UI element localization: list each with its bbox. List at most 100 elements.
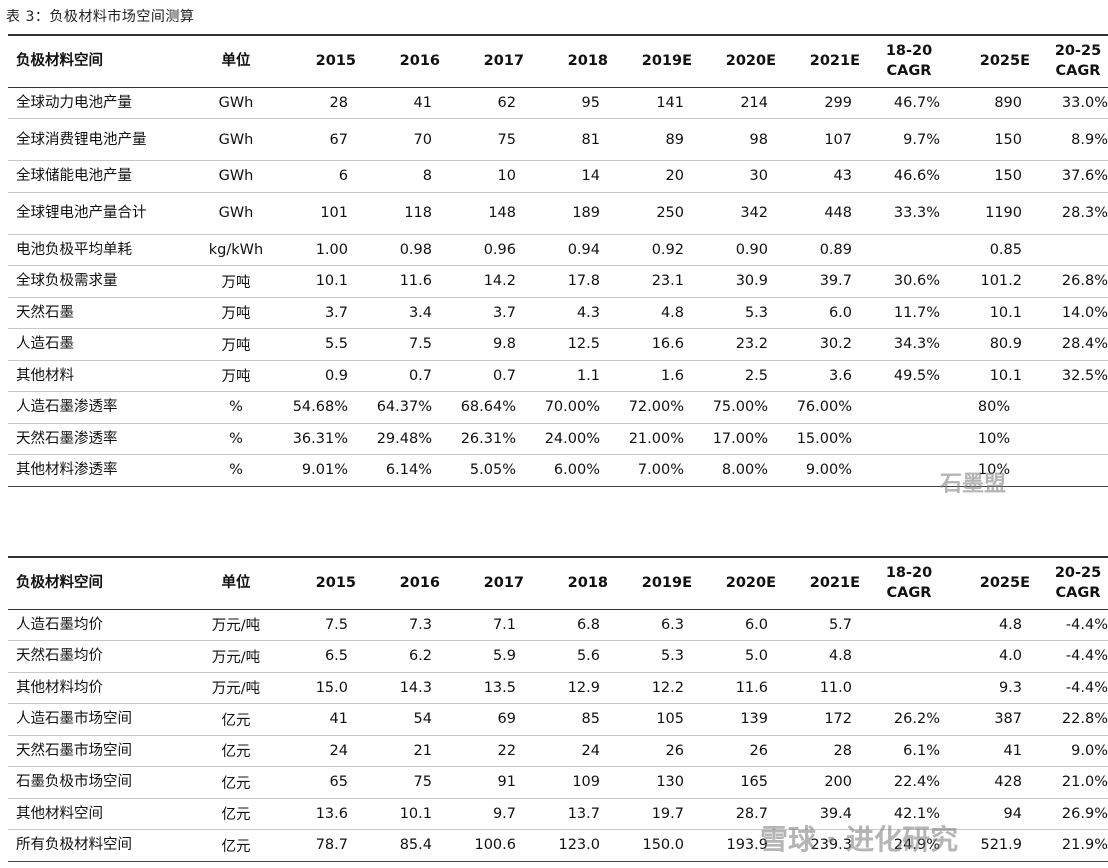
row-label: 所有负极材料空间 bbox=[8, 829, 194, 862]
column-header: 2018 bbox=[530, 34, 614, 88]
value-cell: 41 bbox=[362, 87, 446, 119]
value-cell: 28 bbox=[782, 735, 866, 767]
value-cell: 214 bbox=[698, 87, 782, 119]
column-header: 2015 bbox=[278, 556, 362, 610]
unit-cell: 万吨 bbox=[194, 360, 278, 392]
row-label: 人造石墨 bbox=[8, 328, 194, 361]
value-cell: 24.00% bbox=[530, 423, 614, 455]
value-cell: 6.5 bbox=[278, 640, 362, 673]
value-cell: 4.8 bbox=[952, 609, 1036, 641]
value-cell: 15.0 bbox=[278, 672, 362, 704]
value-cell: 85.4 bbox=[362, 829, 446, 862]
column-header: 2020E bbox=[698, 556, 782, 610]
value-cell: 21.9% bbox=[1036, 829, 1108, 862]
value-cell: 101.2 bbox=[952, 265, 1036, 298]
table-row: 全球动力电池产量 GWh 28 41 62 95 141 214 299 46.7% 890 33.0… bbox=[8, 87, 1108, 119]
value-cell: 0.85 bbox=[952, 234, 1036, 266]
value-cell: 54.68% bbox=[278, 391, 362, 424]
value-cell: 24 bbox=[530, 735, 614, 767]
table-row: 人造石墨渗透率% 54.68% 64.37% 68.64% 70.00% 72.00% 75… bbox=[8, 391, 1108, 424]
value-cell: 12.2 bbox=[614, 672, 698, 704]
table-row: 天然石墨渗透率% 36.31% 29.48% 26.31% 24.00% 21.00% 17… bbox=[8, 423, 1108, 455]
value-cell: 30.9 bbox=[698, 265, 782, 298]
value-cell: 37.6% bbox=[1036, 160, 1108, 193]
value-cell: 107 bbox=[782, 118, 866, 161]
unit-cell: 万元/吨 bbox=[194, 640, 278, 673]
value-cell bbox=[866, 640, 952, 673]
column-header: 2017 bbox=[446, 34, 530, 88]
row-label: 其他材料均价 bbox=[8, 672, 194, 704]
value-cell: 80% bbox=[952, 391, 1036, 424]
value-cell: 1.00 bbox=[278, 234, 362, 266]
value-cell: 33.0% bbox=[1036, 87, 1108, 119]
value-cell: 9.7 bbox=[446, 798, 530, 830]
table-row: 其他材料渗透率% 9.01% 6.14% 5.05% 6.00% 7.00% 8.00% 9.… bbox=[8, 454, 1108, 487]
value-cell: 0.96 bbox=[446, 234, 530, 266]
table-row: 全球负极需求量 万吨 10.1 11.6 14.2 17.8 23.1 30.9 39.7 30.… bbox=[8, 265, 1108, 298]
row-label: 天然石墨渗透率 bbox=[8, 423, 194, 455]
value-cell: 21.00% bbox=[614, 423, 698, 455]
value-cell: 5.6 bbox=[530, 640, 614, 673]
value-cell: 4.8 bbox=[782, 640, 866, 673]
value-cell: 6 bbox=[278, 160, 362, 193]
column-header: 2017 bbox=[446, 556, 530, 610]
value-cell: 6.0 bbox=[782, 297, 866, 329]
value-cell: 11.6 bbox=[362, 265, 446, 298]
row-label: 全球锂电池产量合计 bbox=[8, 192, 194, 235]
value-cell: 7.5 bbox=[362, 328, 446, 361]
value-cell: 7.00% bbox=[614, 454, 698, 487]
value-cell: 17.00% bbox=[698, 423, 782, 455]
value-cell bbox=[866, 423, 952, 455]
value-cell: 0.94 bbox=[530, 234, 614, 266]
unit-cell: 亿元 bbox=[194, 829, 278, 862]
value-cell: 9.7% bbox=[866, 118, 952, 161]
table-row: 全球消费锂电池产量 GWh 67 70 75 81 89 98 107 9.7% 150 8.9% bbox=[8, 118, 1108, 161]
value-cell: 239.3 bbox=[782, 829, 866, 862]
column-header: 2020E bbox=[698, 34, 782, 88]
value-cell: 19.7 bbox=[614, 798, 698, 830]
value-cell: 0.98 bbox=[362, 234, 446, 266]
table2-header: 负极材料空间 单位 2015 2016 2017 2018 2019E 2020E 2021E 1… bbox=[8, 556, 1108, 610]
value-cell: 150 bbox=[952, 118, 1036, 161]
value-cell: 0.7 bbox=[446, 360, 530, 392]
value-cell: 75 bbox=[446, 118, 530, 161]
value-cell: 10% bbox=[952, 454, 1036, 487]
value-cell bbox=[866, 234, 952, 266]
value-cell bbox=[866, 672, 952, 704]
value-cell: 30.6% bbox=[866, 265, 952, 298]
value-cell: 67 bbox=[278, 118, 362, 161]
unit-cell: 亿元 bbox=[194, 798, 278, 830]
row-label: 电池负极平均单耗 bbox=[8, 234, 194, 266]
negative-electrode-demand-table: 负极材料空间 单位 2015 2016 2017 2018 2019E 2020E 2021E 1… bbox=[8, 34, 1108, 487]
value-cell: 28.7 bbox=[698, 798, 782, 830]
table-row: 人造石墨 万吨 5.5 7.5 9.8 12.5 16.6 23.2 30.2 34.3% 80.9… bbox=[8, 328, 1108, 361]
value-cell: 172 bbox=[782, 703, 866, 736]
column-header: 负极材料空间 bbox=[8, 556, 194, 610]
value-cell: 17.8 bbox=[530, 265, 614, 298]
value-cell: 11.6 bbox=[698, 672, 782, 704]
value-cell: -4.4% bbox=[1036, 640, 1108, 673]
unit-cell: 万元/吨 bbox=[194, 609, 278, 641]
table-row: 全球储能电池产量 GWh 6 8 10 14 20 30 43 46.6% 150 37.6% bbox=[8, 160, 1108, 193]
table2-body: 人造石墨均价 万元/吨 7.5 7.3 7.1 6.8 6.3 6.0 5.7 4.8 -4.4% 天… bbox=[8, 609, 1108, 862]
value-cell: 94 bbox=[952, 798, 1036, 830]
value-cell: 98 bbox=[698, 118, 782, 161]
value-cell: 10.1 bbox=[952, 360, 1036, 392]
unit-cell: 万吨 bbox=[194, 297, 278, 329]
column-header: 2015 bbox=[278, 34, 362, 88]
value-cell: 21 bbox=[362, 735, 446, 767]
table-row: 其他材料空间 亿元 13.6 10.1 9.7 13.7 19.7 28.7 39.4 42.1%… bbox=[8, 798, 1108, 830]
value-cell: 6.8 bbox=[530, 609, 614, 641]
value-cell: 80.9 bbox=[952, 328, 1036, 361]
value-cell: 5.7 bbox=[782, 609, 866, 641]
value-cell: 28 bbox=[278, 87, 362, 119]
table-row: 全球锂电池产量合计 GWh 101 118 148 189 250 342 448 33.3% 11… bbox=[8, 192, 1108, 235]
value-cell: 150 bbox=[952, 160, 1036, 193]
value-cell: 10 bbox=[446, 160, 530, 193]
value-cell: -4.4% bbox=[1036, 672, 1108, 704]
value-cell: 14.3 bbox=[362, 672, 446, 704]
value-cell: 41 bbox=[278, 703, 362, 736]
value-cell: 0.7 bbox=[362, 360, 446, 392]
value-cell: 9.8 bbox=[446, 328, 530, 361]
value-cell: 76.00% bbox=[782, 391, 866, 424]
